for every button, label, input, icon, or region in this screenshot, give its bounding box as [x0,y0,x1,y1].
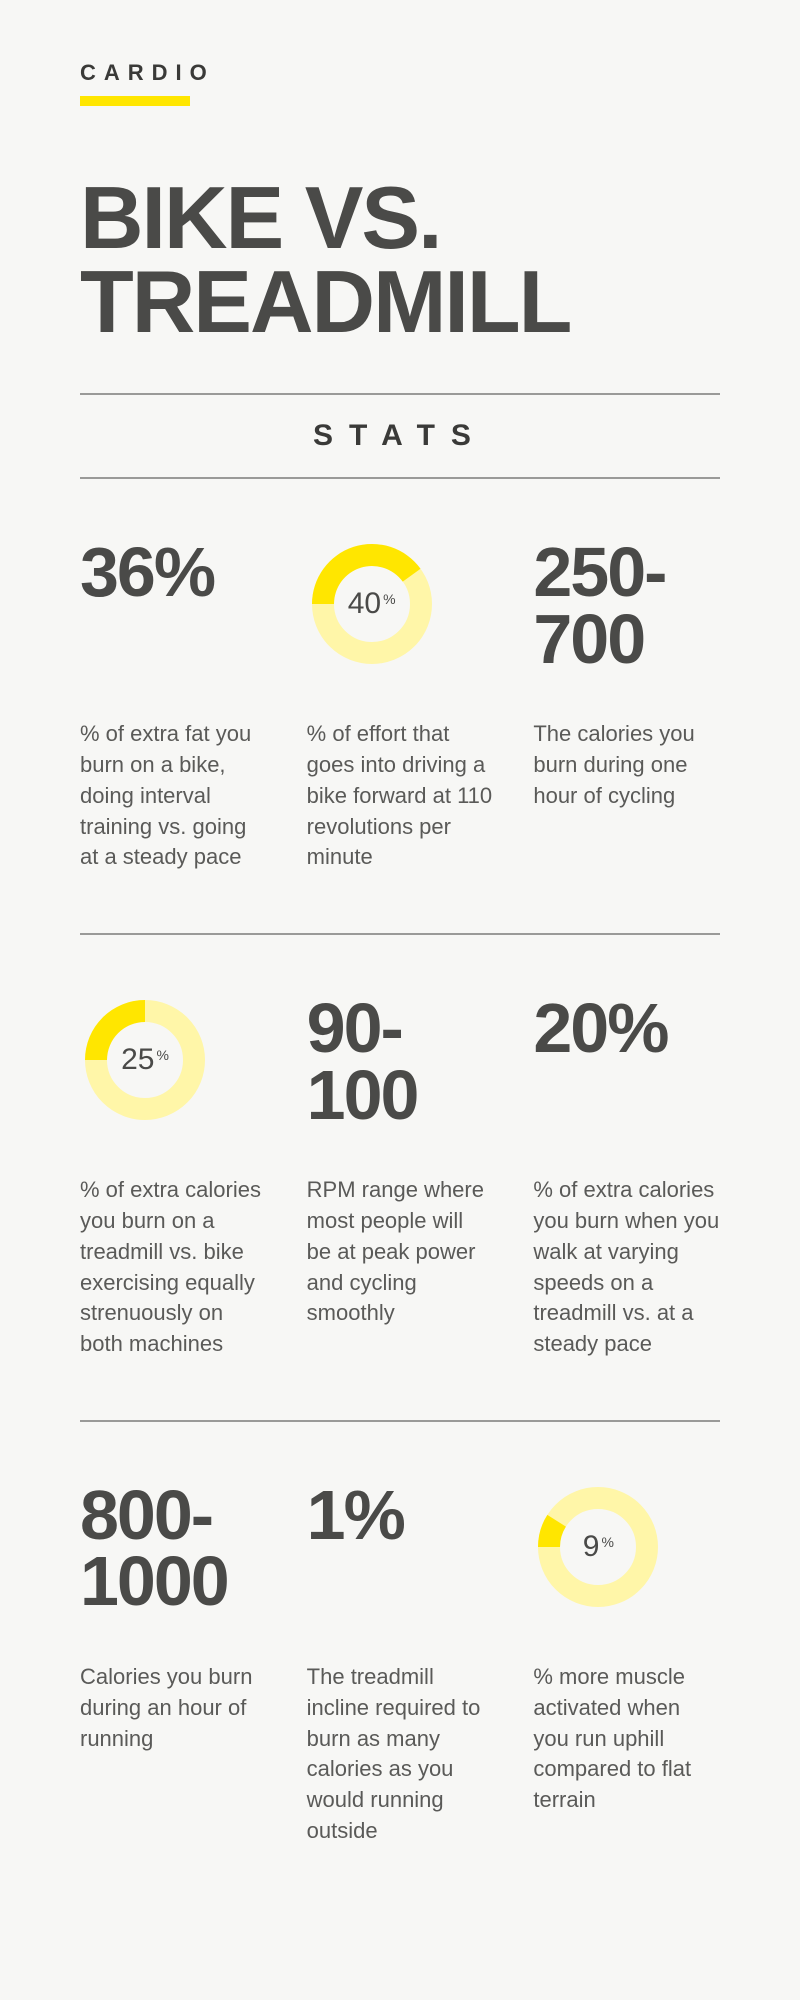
page-title: BIKE VS. TREADMILL [80,176,720,343]
stat-cell: 20% % of extra calories you burn when you… [533,995,720,1360]
stat-description: % of extra fat you burn on a bike, doing… [80,719,267,873]
accent-bar [80,96,190,106]
donut-chart-wrap: 25% [80,995,267,1135]
stat-description: The calories you burn during one hour of… [533,719,720,811]
stat-description: % of extra calories you burn on a treadm… [80,1175,267,1360]
stat-value: 36% [80,539,267,679]
donut-chart: 40% [307,539,437,669]
donut-label: 40% [307,539,437,669]
stat-cell: 40% % of effort that goes into driving a … [307,539,494,873]
stats-header: STATS [80,393,720,479]
donut-value: 25 [121,1043,154,1077]
donut-chart-wrap: 9% [533,1482,720,1622]
stat-description: % of extra calories you burn when you wa… [533,1175,720,1360]
donut-chart: 25% [80,995,210,1125]
stats-row: 800-1000 Calories you burn during an hour… [80,1482,720,1847]
stat-description: RPM range where most people will be at p… [307,1175,494,1329]
stat-cell: 800-1000 Calories you burn during an hour… [80,1482,267,1754]
stat-value: 20% [533,995,720,1135]
stat-description: % of effort that goes into driving a bik… [307,719,494,873]
stat-description: Calories you burn during an hour of runn… [80,1662,267,1754]
donut-value: 9 [583,1530,600,1564]
eyebrow-label: CARDIO [80,60,720,86]
stats-rows: 36% % of extra fat you burn on a bike, do… [80,539,720,1847]
percent-icon: % [383,591,395,607]
stat-description: The treadmill incline required to burn a… [307,1662,494,1847]
stat-cell: 250-700 The calories you burn during one … [533,539,720,811]
stats-row: 25% % of extra calories you burn on a tre… [80,995,720,1360]
stat-cell: 1% The treadmill incline required to burn… [307,1482,494,1847]
percent-icon: % [156,1047,168,1063]
donut-chart: 9% [533,1482,663,1612]
donut-label: 9% [533,1482,663,1612]
row-divider [80,1420,720,1422]
donut-value: 40 [348,587,381,621]
stats-row: 36% % of extra fat you burn on a bike, do… [80,539,720,873]
stat-value: 800-1000 [80,1482,267,1622]
row-divider [80,933,720,935]
stat-value: 90-100 [307,995,494,1135]
donut-label: 25% [80,995,210,1125]
stat-cell: 36% % of extra fat you burn on a bike, do… [80,539,267,873]
stat-cell: 90-100 RPM range where most people will b… [307,995,494,1329]
stat-cell: 25% % of extra calories you burn on a tre… [80,995,267,1360]
donut-chart-wrap: 40% [307,539,494,679]
stat-value: 1% [307,1482,494,1622]
percent-icon: % [601,1534,613,1550]
stat-value: 250-700 [533,539,720,679]
stat-description: % more muscle activated when you run uph… [533,1662,720,1816]
stat-cell: 9% % more muscle activated when you run u… [533,1482,720,1816]
